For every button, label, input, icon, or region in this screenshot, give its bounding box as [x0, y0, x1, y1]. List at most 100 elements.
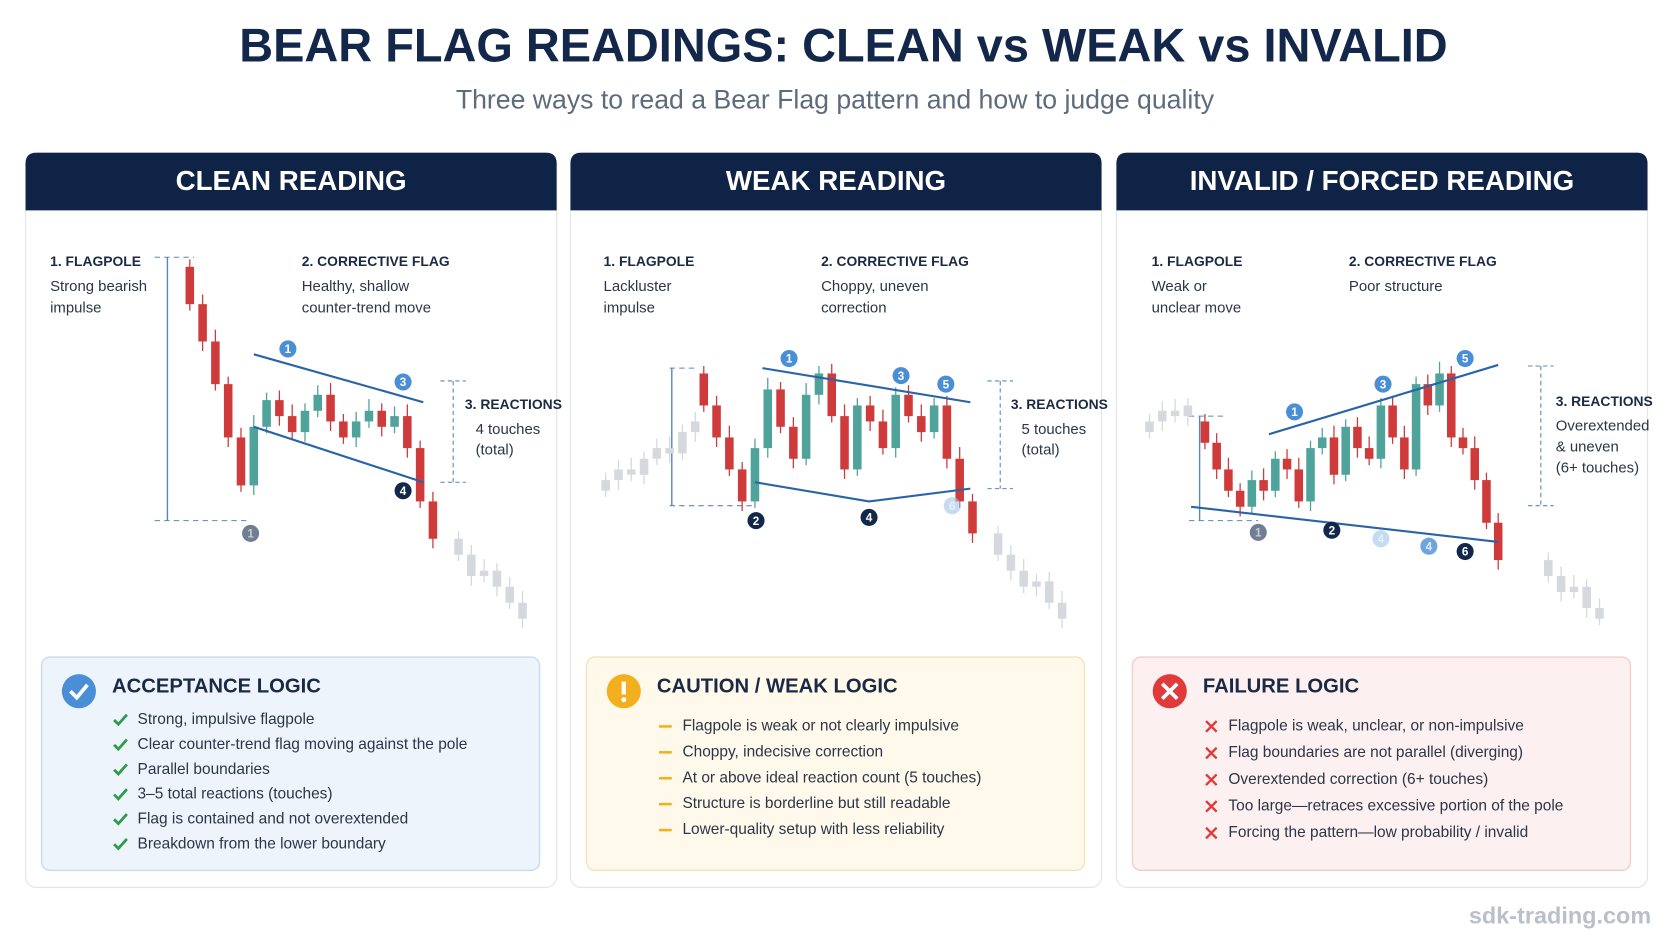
candle-body [814, 373, 824, 395]
candle-body [763, 389, 773, 449]
touch-marker [1456, 543, 1474, 561]
touch-number: 2 [1329, 524, 1336, 537]
reactions-label: 3. REACTIONS [465, 396, 562, 412]
title: BEAR FLAG READINGS: CLEAN vs WEAK vs INV… [239, 20, 1447, 72]
panel-heading: CLEAN READING [176, 165, 407, 196]
candle-body [1329, 437, 1339, 475]
candle-body [1582, 586, 1591, 609]
candle-body [737, 469, 747, 502]
candle-body [690, 421, 700, 433]
candle-body [993, 533, 1003, 555]
touch-number: 6 [949, 500, 956, 513]
candle-body [1317, 437, 1327, 449]
candle-body [518, 602, 527, 619]
candle-body [1569, 586, 1579, 593]
candle-body [789, 426, 798, 459]
flagpole-label: 1. FLAGPOLE [50, 253, 141, 269]
bullet-check [113, 813, 128, 826]
candle-body [1019, 570, 1028, 587]
logic-item: Flagpole is weak or not clearly impulsiv… [682, 717, 959, 734]
candle-body [955, 458, 964, 502]
bullet-check [113, 738, 128, 752]
panel: INVALID / FORCED READING 1. FLAGPOLE Weak … [1115, 152, 1653, 889]
bullet-check [113, 837, 128, 851]
candle-body [1259, 480, 1268, 491]
candle-body [1388, 405, 1397, 438]
touch-marker [1456, 350, 1474, 368]
touch-number: 3 [400, 376, 407, 389]
flagpole-text: impulse [50, 299, 101, 316]
candle-body [326, 394, 335, 422]
candle-body [1006, 554, 1016, 571]
candle-body [891, 394, 900, 449]
candle-body [1294, 469, 1304, 502]
candle-body [1057, 602, 1067, 619]
candle-body [776, 389, 785, 427]
candle-body [1595, 608, 1604, 619]
panel-heading: WEAK READING [726, 165, 946, 196]
flag-boundary [253, 353, 424, 404]
touch-number: 5 [1462, 353, 1469, 366]
candle-body [1341, 426, 1350, 475]
flag-boundary [762, 367, 971, 404]
candle-body [351, 421, 361, 438]
candle-body [801, 394, 811, 459]
touch-marker [892, 367, 910, 385]
bullet-check [113, 788, 128, 801]
candle-body [300, 410, 310, 433]
candle-body [678, 432, 687, 454]
candle-body [878, 421, 888, 449]
bullet-x [1205, 720, 1218, 733]
logic-item: Flag boundaries are not parallel (diverg… [1228, 744, 1523, 761]
candle-body [428, 501, 438, 539]
logic-item: Forcing the pattern—low probability / in… [1228, 824, 1528, 841]
flag-boundary [1268, 363, 1499, 436]
candle-body [627, 469, 636, 475]
logic-box [585, 656, 1086, 872]
reactions-text: (total) [476, 442, 514, 459]
candle-body [1435, 373, 1444, 406]
candle-body [1376, 405, 1386, 459]
candle-body [1544, 560, 1553, 577]
candle-body [665, 448, 674, 454]
candle-body [1271, 458, 1280, 491]
flagpole-text: Lackluster [604, 278, 672, 295]
touch-marker [394, 373, 412, 391]
flag-text: Choppy, uneven [821, 278, 928, 295]
flagpole-text: Strong bearish [50, 278, 147, 295]
candle-body [198, 304, 207, 342]
flagpole-text: unclear move [1152, 299, 1241, 316]
candle-body [492, 570, 502, 587]
touch-marker [1285, 403, 1304, 421]
candle-body [1170, 410, 1180, 417]
candle-body [1145, 421, 1154, 433]
touch-marker [1372, 530, 1390, 548]
candle-body [750, 448, 760, 502]
logic-item: Overextended correction (6+ touches) [1228, 771, 1488, 788]
candle-body [1183, 405, 1193, 417]
reactions-label: 3. REACTIONS [1556, 393, 1653, 409]
candle-body [712, 405, 721, 438]
bullet-x [1205, 746, 1218, 760]
subtitle: Three ways to read a Bear Flag pattern a… [456, 85, 1215, 115]
reactions-text: (6+ touches) [1556, 459, 1639, 476]
candle-body [1411, 384, 1421, 470]
flag-text: Healthy, shallow [302, 278, 410, 295]
candle-body [1158, 410, 1167, 422]
candle-body [1235, 490, 1245, 507]
panel: WEAK READING 1. FLAGPOLE Lackluster impulse… [569, 152, 1108, 889]
candle-body [865, 405, 875, 422]
candle-body [1306, 448, 1315, 502]
candle-body [1212, 442, 1221, 470]
logic-icon-mark [1160, 682, 1179, 701]
candle-body [1224, 469, 1233, 491]
candle-body [185, 266, 195, 305]
reactions-text: & uneven [1556, 439, 1619, 456]
logic-icon-mark [69, 683, 89, 701]
candle-body [840, 416, 849, 470]
flag-label: 2. CORRECTIVE FLAG [821, 253, 969, 269]
candle-body [415, 448, 425, 502]
touch-number: 3 [1380, 378, 1387, 391]
flag-text: Poor structure [1349, 278, 1443, 295]
